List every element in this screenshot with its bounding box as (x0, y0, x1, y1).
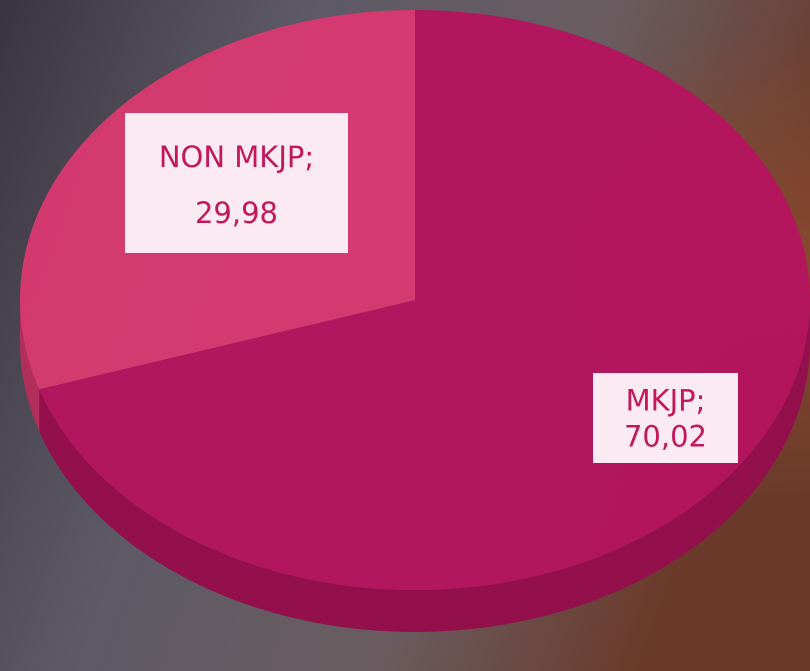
labels: MKJP;70,02 NON MKJP; 29,98 (125, 113, 738, 463)
pie (20, 10, 810, 632)
slice-side (20, 300, 40, 432)
slice-side-shade (20, 300, 40, 432)
label-category: NON MKJP; (159, 140, 314, 174)
label-box (125, 113, 348, 253)
label-category: MKJP; (626, 384, 706, 418)
data-label: 70,02 (624, 420, 707, 454)
label-box (593, 373, 738, 463)
data-label: 29,98 (195, 196, 278, 230)
